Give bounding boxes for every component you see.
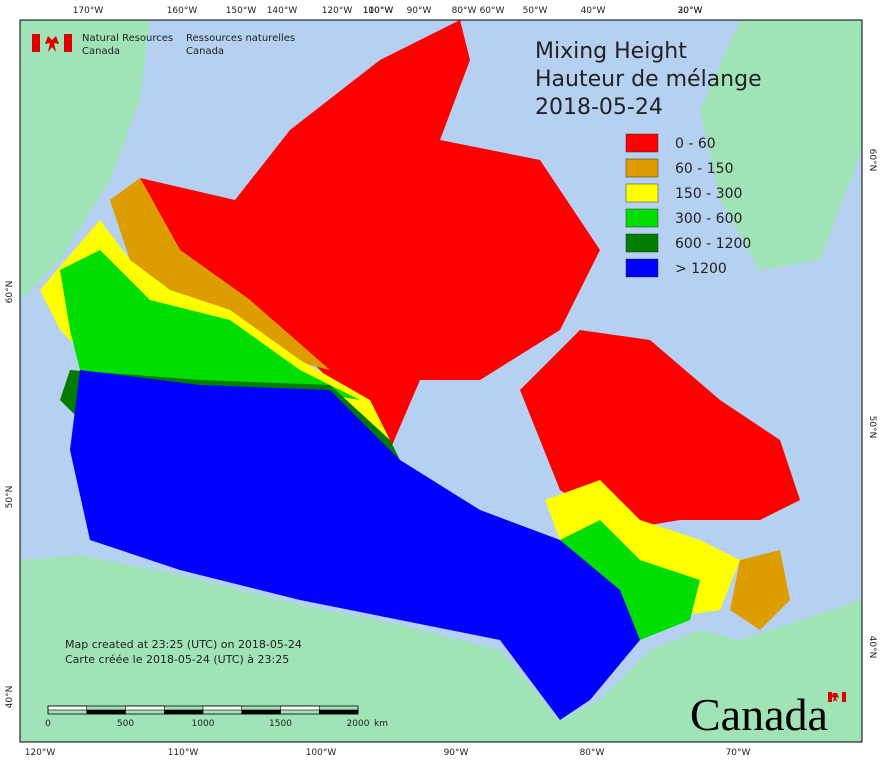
right-tick-label: 50°N	[867, 416, 877, 439]
legend-swatch	[625, 133, 659, 153]
zone-green-east	[560, 520, 700, 640]
legend-label: 0 - 60	[675, 136, 716, 152]
top-tick-label: 50°W	[523, 6, 548, 16]
flag-bar	[64, 34, 72, 52]
bottom-tick-label: 120°W	[25, 748, 56, 758]
bottom-tick-label: 70°W	[726, 748, 751, 758]
united-states	[20, 555, 862, 742]
alaska	[20, 20, 150, 300]
scale-unit: km	[374, 719, 388, 729]
legend-swatch	[625, 233, 659, 253]
scale-outline	[47, 705, 359, 715]
top-tick-label: 100°W	[363, 6, 394, 16]
wordmark-flag	[828, 692, 846, 702]
scale-segment	[241, 709, 281, 715]
left-tick-label: 60°N	[5, 281, 15, 304]
top-tick-label: 40°W	[581, 6, 606, 16]
top-tick-label: 120°W	[322, 6, 353, 16]
scale-segment	[163, 709, 204, 715]
top-tick-label: 140°W	[267, 6, 298, 16]
top-tick-label: 80°W	[452, 6, 477, 16]
bottom-tick-label: 90°W	[444, 748, 469, 758]
zone-red-north	[140, 20, 600, 450]
note: Carte créée le 2018-05-24 (UTC) à 23:25	[65, 653, 289, 666]
legend-label: > 1200	[675, 261, 727, 277]
legend-swatch	[625, 158, 659, 178]
top-tick-label: 60°W	[480, 6, 505, 16]
top-tick-label: 110°W	[363, 6, 394, 16]
maple-leaf	[45, 36, 59, 52]
title: Hauteur de mélange	[535, 67, 762, 92]
legend-label: 300 - 600	[675, 211, 742, 227]
map-border	[19, 19, 863, 743]
zone-orange-east	[730, 550, 790, 630]
wordmark: Canada	[690, 689, 828, 740]
note: Map created at 23:25 (UTC) on 2018-05-24	[65, 638, 302, 651]
flag-bar	[828, 692, 832, 702]
scale-label: 0	[45, 719, 51, 729]
legend-label: 150 - 300	[675, 186, 742, 202]
hudson-bay	[400, 385, 540, 500]
title: Mixing Height	[535, 39, 687, 64]
legend-label: 600 - 1200	[675, 236, 751, 252]
right-tick-label: 40°N	[867, 636, 877, 659]
zone-orange	[110, 178, 330, 370]
legend-label: 60 - 150	[675, 161, 734, 177]
zone-green	[60, 250, 360, 400]
agency-fr: Ressources naturelles	[186, 33, 295, 44]
zone-red-east	[520, 330, 800, 530]
scale-label: 1000	[192, 719, 215, 729]
bottom-tick-label: 110°W	[168, 748, 199, 758]
maple-leaf	[831, 693, 839, 702]
agency-en: Natural Resources	[82, 33, 173, 44]
right-tick-label: 60°N	[867, 149, 877, 172]
flag-bar	[842, 692, 846, 702]
top-tick-label: 20°W	[678, 6, 703, 16]
bottom-tick-label: 100°W	[306, 748, 337, 758]
legend: 0 - 60 60 - 150 150 - 300 300 - 600 600 - 12…	[625, 133, 751, 278]
greenland	[700, 20, 862, 270]
scale-segment	[86, 709, 126, 715]
top-tick-label: 90°W	[407, 6, 432, 16]
agency-logo	[32, 34, 72, 52]
flag-bar	[32, 34, 40, 52]
top-tick-label: 30°W	[678, 6, 703, 16]
scale-label: 1500	[269, 719, 292, 729]
title: 2018-05-24	[535, 95, 663, 120]
legend-swatch	[625, 183, 659, 203]
zone-blue	[70, 370, 640, 720]
bottom-tick-label: 80°W	[580, 748, 605, 758]
scale-segment	[125, 705, 165, 711]
scale-segment	[202, 705, 243, 711]
scale-bar: 0 500 1000 1500 2000 km	[45, 705, 388, 729]
top-tick-label: 160°W	[167, 6, 198, 16]
agency-en: Canada	[82, 46, 120, 57]
top-tick-label: 150°W	[226, 6, 257, 16]
left-tick-label: 40°N	[5, 686, 15, 709]
map-frame	[19, 19, 863, 743]
legend-swatch	[625, 258, 659, 278]
scale-segment	[280, 705, 320, 711]
legend-swatch	[625, 208, 659, 228]
scale-segment	[318, 709, 359, 715]
left-tick-label: 50°N	[5, 486, 15, 509]
scale-label: 500	[117, 719, 134, 729]
scale-label: 2000	[347, 719, 370, 729]
agency-fr: Canada	[186, 46, 224, 57]
top-tick-label: 170°W	[73, 6, 104, 16]
scale-segment	[47, 705, 88, 711]
